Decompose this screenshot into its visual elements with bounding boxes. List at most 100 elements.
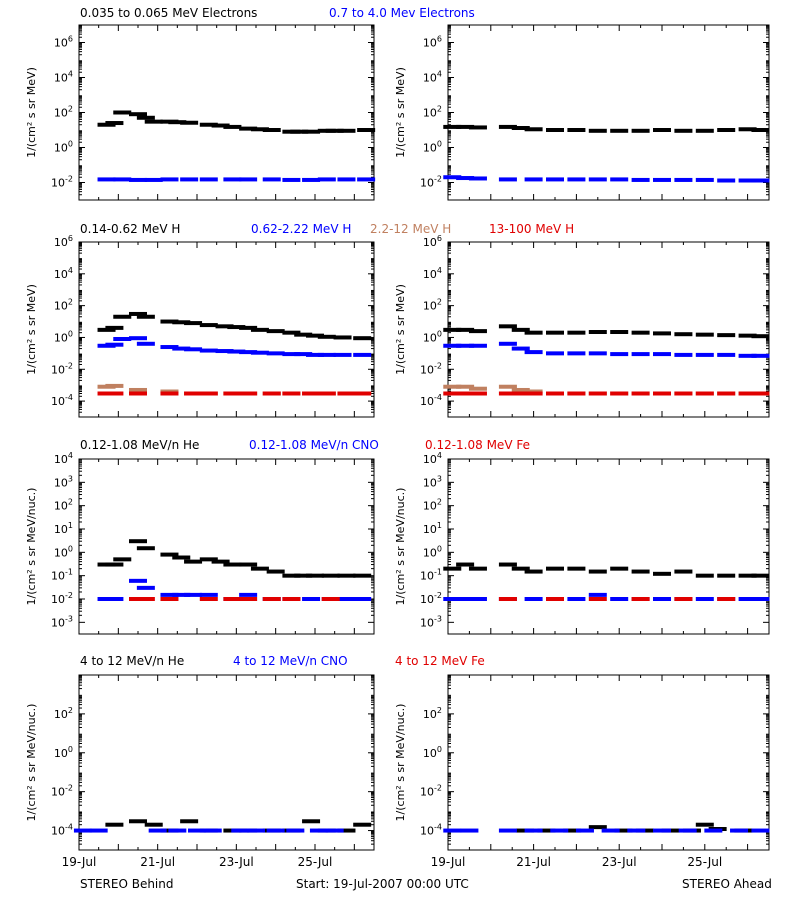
data-point (738, 333, 757, 338)
data-point (353, 336, 372, 341)
data-point (456, 562, 475, 567)
y-tick-label: 104 (423, 266, 442, 281)
y-tick-label: 100 (54, 745, 73, 760)
data-point (136, 597, 155, 601)
plot-frame (447, 674, 770, 851)
series-1 (443, 828, 770, 833)
legend-entry: 0.14-0.62 MeV H (80, 222, 180, 236)
data-point (524, 127, 543, 132)
data-point (199, 597, 218, 601)
data-point (262, 391, 281, 396)
series-2 (498, 597, 736, 601)
data-point (610, 330, 629, 335)
data-point (129, 391, 147, 396)
y-tick-label: 10-3 (51, 614, 73, 629)
data-point (695, 573, 714, 578)
data-point (443, 566, 462, 571)
legend-entry: 2.2-12 MeV H (370, 222, 451, 236)
data-point (337, 573, 356, 578)
data-point (695, 177, 714, 182)
panel-0-0: 106 104 102 100 10-2 1/(cm² s sr MeV) (25, 24, 376, 201)
data-point (333, 335, 352, 340)
y-tick-label: 100 (423, 140, 442, 155)
data-point (631, 569, 650, 574)
data-point (199, 592, 218, 597)
data-point (610, 391, 629, 396)
data-point (129, 539, 147, 544)
data-point (717, 333, 736, 338)
data-point (695, 391, 714, 396)
series-3 (97, 391, 372, 396)
series-1 (97, 177, 376, 182)
data-point (136, 585, 155, 590)
data-point (546, 330, 564, 335)
data-point (653, 177, 671, 182)
data-point (266, 569, 285, 574)
data-point (227, 325, 246, 330)
y-tick-label: 101 (423, 521, 442, 536)
data-point (468, 329, 487, 334)
data-point (524, 597, 543, 601)
data-point (239, 350, 258, 355)
data-point (250, 566, 269, 571)
y-tick-label: 10-2 (51, 591, 73, 606)
data-point (160, 177, 179, 182)
data-point (144, 822, 163, 827)
data-point (266, 351, 285, 356)
data-point (239, 325, 258, 330)
data-point (129, 177, 147, 182)
y-tick-label: 102 (423, 105, 442, 120)
data-point (199, 122, 218, 127)
data-point (223, 562, 242, 567)
data-point (105, 383, 124, 388)
data-point (751, 334, 770, 339)
data-point (211, 123, 230, 128)
data-point (717, 597, 736, 601)
data-point (546, 128, 564, 132)
data-point (282, 330, 301, 335)
legend-entry: 4 to 12 MeV/n CNO (233, 654, 348, 668)
data-point (631, 177, 650, 182)
data-point (160, 319, 179, 324)
data-point (105, 822, 124, 827)
legend-entry: 0.035 to 0.065 MeV Electrons (80, 6, 257, 20)
y-tick-label: 10-2 (420, 784, 442, 799)
y-tick-label: 102 (54, 298, 73, 313)
data-point (443, 175, 462, 180)
data-point (168, 828, 187, 833)
data-point (160, 592, 179, 597)
data-point (337, 177, 356, 182)
y-axis-label: 1/(cm² s sr MeV/nuc.) (394, 704, 407, 822)
data-point (524, 828, 543, 833)
footer-layer: STEREO Behind Start: 19-Jul-2007 00:00 U… (80, 877, 772, 891)
data-point (443, 828, 462, 833)
data-point (511, 346, 530, 351)
series-0 (443, 124, 770, 133)
x-tick-label: 25-Jul (298, 855, 333, 869)
data-point (511, 387, 530, 392)
y-tick-label: 102 (54, 498, 73, 513)
data-point (223, 177, 242, 182)
data-point (588, 825, 607, 830)
data-point (160, 345, 179, 350)
data-point (567, 177, 586, 182)
y-tick-label: 102 (423, 706, 442, 721)
y-tick-label: 106 (54, 234, 73, 249)
data-point (160, 597, 179, 601)
y-tick-label: 102 (423, 298, 442, 313)
data-point (105, 391, 124, 396)
data-point (751, 391, 770, 396)
data-point (113, 110, 132, 115)
data-point (717, 352, 736, 357)
data-point (180, 120, 199, 125)
series-1 (443, 341, 770, 358)
data-point (468, 343, 487, 348)
data-point (184, 559, 203, 564)
data-point (498, 562, 517, 567)
data-point (337, 828, 356, 833)
data-point (751, 178, 770, 183)
data-point (695, 352, 714, 357)
data-point (172, 592, 191, 597)
